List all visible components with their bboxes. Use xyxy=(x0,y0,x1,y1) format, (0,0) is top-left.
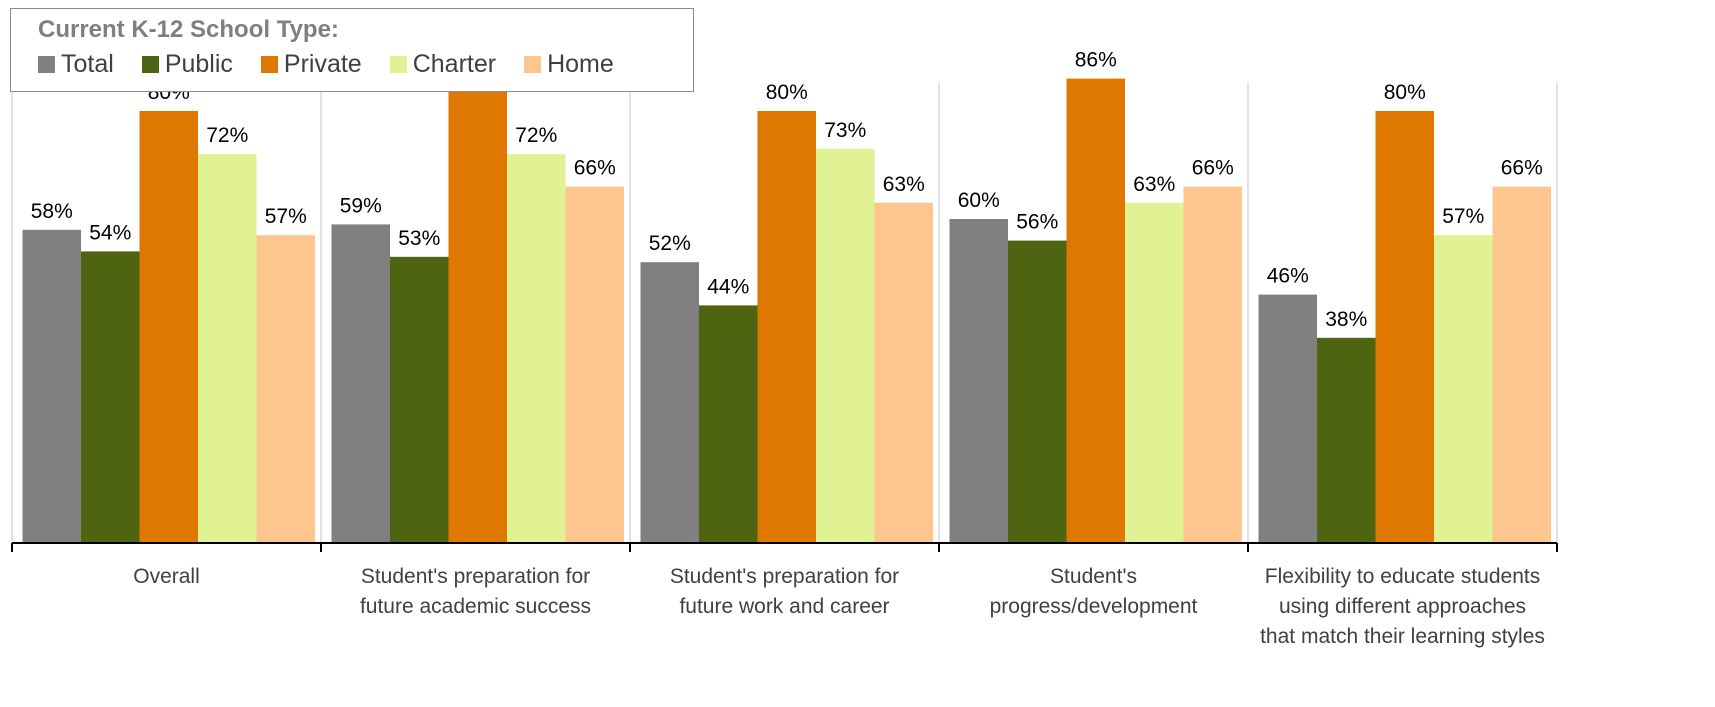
data-label-total: 59% xyxy=(340,194,382,217)
data-label-charter: 72% xyxy=(515,124,557,147)
data-label-total: 46% xyxy=(1267,265,1309,288)
bar-public xyxy=(1317,337,1376,543)
bar-private xyxy=(448,89,507,544)
data-label-home: 66% xyxy=(574,157,616,180)
data-label-public: 44% xyxy=(707,275,749,298)
bar-total xyxy=(331,224,390,543)
data-label-home: 66% xyxy=(1501,157,1543,180)
bar-total xyxy=(949,219,1008,543)
bar-charter xyxy=(198,154,257,543)
legend-items: Total Public Private Charter Home xyxy=(38,50,614,79)
legend-item-home: Home xyxy=(524,50,614,79)
legend-label-charter: Charter xyxy=(412,50,497,78)
data-label-private: 80% xyxy=(1384,81,1426,104)
data-label-charter: 57% xyxy=(1442,205,1484,228)
bar-private xyxy=(1375,111,1434,543)
data-label-public: 38% xyxy=(1325,308,1367,331)
data-label-charter: 73% xyxy=(824,119,866,142)
legend-label-public: Public xyxy=(164,50,233,78)
category-label: that match their learning styles xyxy=(1260,625,1545,648)
bar-home xyxy=(1183,186,1242,543)
category-label: Student's preparation for xyxy=(670,565,899,588)
legend-swatch-charter xyxy=(389,56,407,73)
legend-label-home: Home xyxy=(547,50,614,78)
bar-private xyxy=(1066,78,1125,543)
legend xyxy=(10,8,694,92)
bar-home xyxy=(1492,186,1551,543)
legend-swatch-public xyxy=(141,56,159,73)
bar-public xyxy=(390,256,449,543)
data-label-home: 66% xyxy=(1192,157,1234,180)
category-label: progress/development xyxy=(990,595,1198,618)
bar-home xyxy=(565,186,624,543)
legend-item-private: Private xyxy=(260,50,362,79)
category-label: Overall xyxy=(133,565,200,588)
bar-home xyxy=(874,202,933,544)
category-label: future academic success xyxy=(360,595,591,618)
legend-item-total: Total xyxy=(38,50,114,79)
data-label-private: 86% xyxy=(1075,49,1117,72)
legend-item-charter: Charter xyxy=(389,50,497,79)
data-label-public: 56% xyxy=(1016,211,1058,234)
bar-public xyxy=(81,251,140,543)
bar-charter xyxy=(1434,235,1493,543)
category-label: Student's xyxy=(1050,565,1137,588)
bar-public xyxy=(699,305,758,543)
category-label: using different approaches xyxy=(1279,595,1526,618)
value-labels-group: 58%54%80%72%57%59%53%84%72%66%52%44%80%7… xyxy=(31,49,1543,331)
bar-total xyxy=(640,262,699,543)
data-label-charter: 63% xyxy=(1133,173,1175,196)
bar-charter xyxy=(507,154,566,543)
bar-private xyxy=(139,111,198,543)
data-label-charter: 72% xyxy=(206,124,248,147)
bar-total xyxy=(1258,294,1317,543)
data-label-public: 54% xyxy=(89,221,131,244)
category-label: Student's preparation for xyxy=(361,565,590,588)
legend-label-private: Private xyxy=(283,50,362,78)
x-axis-ticks xyxy=(11,543,1558,552)
data-label-home: 57% xyxy=(265,205,307,228)
data-label-public: 53% xyxy=(398,227,440,250)
category-labels-group: Overall Student's preparation for future a… xyxy=(133,565,1545,648)
legend-item-public: Public xyxy=(141,50,233,79)
legend-swatch-home xyxy=(524,56,542,73)
data-label-home: 63% xyxy=(883,173,925,196)
bar-home xyxy=(256,235,315,543)
category-label: Flexibility to educate students xyxy=(1265,565,1540,588)
data-label-total: 58% xyxy=(31,200,73,223)
bar-private xyxy=(757,111,816,543)
data-label-private: 80% xyxy=(766,81,808,104)
data-label-total: 52% xyxy=(649,232,691,255)
category-separators xyxy=(11,82,1558,543)
legend-label-total: Total xyxy=(61,50,114,78)
legend-swatch-total xyxy=(38,56,55,73)
bars-group xyxy=(22,78,1551,544)
bar-public xyxy=(1008,240,1067,543)
bar-charter xyxy=(1125,202,1184,544)
bar-charter xyxy=(816,148,875,544)
legend-swatch-private xyxy=(260,56,278,73)
bar-total xyxy=(22,229,81,544)
legend-title: Current K-12 School Type: xyxy=(38,16,339,43)
category-label: future work and career xyxy=(679,595,889,618)
data-label-total: 60% xyxy=(958,189,1000,212)
